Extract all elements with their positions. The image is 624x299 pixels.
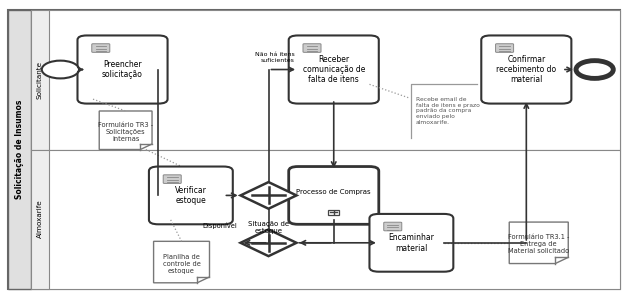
Bar (328, 210, 339, 215)
Polygon shape (99, 111, 152, 150)
Polygon shape (154, 241, 210, 283)
FancyBboxPatch shape (289, 167, 379, 224)
Bar (31, 10, 49, 150)
Circle shape (42, 61, 79, 78)
FancyBboxPatch shape (384, 222, 402, 231)
Text: Processo de Compras: Processo de Compras (296, 190, 371, 196)
Text: Preencher
solicitação: Preencher solicitação (102, 60, 143, 79)
Text: Almoxarife: Almoxarife (37, 200, 43, 239)
FancyBboxPatch shape (303, 44, 321, 52)
Bar (31, 10, 620, 150)
Circle shape (576, 61, 613, 78)
FancyBboxPatch shape (149, 167, 233, 224)
Bar (31, 150, 49, 289)
FancyBboxPatch shape (289, 36, 379, 103)
Text: Receber
comunicação de
falta de itens: Receber comunicação de falta de itens (303, 55, 365, 84)
Bar (31, 150, 620, 289)
Text: Verificar
estoque: Verificar estoque (175, 186, 207, 205)
FancyBboxPatch shape (369, 214, 453, 272)
Text: Encaminhar
material: Encaminhar material (389, 233, 434, 253)
Text: Formulário TR3 -
Solicitações
internas: Formulário TR3 - Solicitações internas (98, 122, 154, 142)
Polygon shape (509, 222, 568, 263)
FancyBboxPatch shape (495, 44, 514, 52)
Text: Disponível: Disponível (203, 222, 238, 229)
Text: Formulário TR3.1 -
Entrega de
Material solicitado: Formulário TR3.1 - Entrega de Material s… (508, 234, 570, 254)
Text: Solicitante: Solicitante (37, 61, 43, 99)
Text: Situação de
estoque: Situação de estoque (248, 221, 289, 234)
FancyBboxPatch shape (92, 44, 110, 52)
FancyBboxPatch shape (77, 36, 168, 103)
Text: Recebe email de
falta de itens e prazo
padrão da compra
enviado pelo
almoxarife.: Recebe email de falta de itens e prazo p… (416, 97, 480, 125)
Text: Planilha de
controle de
estoque: Planilha de controle de estoque (163, 254, 200, 274)
Text: Solicitação de Insumos: Solicitação de Insumos (15, 100, 24, 199)
Bar (7, 10, 31, 289)
FancyBboxPatch shape (163, 175, 181, 183)
Polygon shape (241, 229, 296, 256)
Text: Confirmar
recebimento do
material: Confirmar recebimento do material (496, 55, 557, 84)
Text: Não há itens
suficientes: Não há itens suficientes (255, 52, 295, 63)
Polygon shape (241, 182, 296, 209)
FancyBboxPatch shape (481, 36, 572, 103)
